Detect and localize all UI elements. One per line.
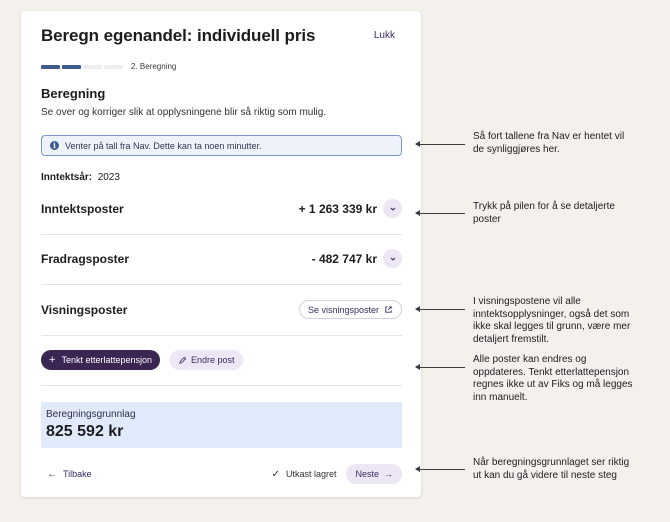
add-pension-button[interactable]: + Tenkt etterlattepensjon	[41, 350, 160, 370]
chevron-down-icon	[390, 207, 395, 211]
deduction-posts-row: Fradragsposter - 482 747 kr	[41, 249, 402, 268]
edit-post-label: Endre post	[191, 355, 235, 365]
info-alert: i Venter på tall fra Nav. Dette kan ta n…	[41, 135, 402, 156]
annotation-next-step: Når beregningsgrunnlaget ser riktig ut k…	[473, 457, 630, 481]
annotation-arrow	[415, 364, 465, 370]
deduction-posts-label: Fradragsposter	[41, 251, 130, 266]
add-pension-label: Tenkt etterlattepensjon	[61, 355, 152, 365]
progress-segment-2	[62, 64, 81, 69]
chevron-down-icon	[390, 257, 395, 261]
income-year-value: 2023	[97, 172, 120, 183]
view-posts-button-label: Se visningsposter	[307, 304, 379, 315]
step-label: 2. Beregning	[131, 62, 177, 71]
info-icon: i	[50, 141, 59, 150]
expand-income-posts-button[interactable]	[383, 199, 402, 218]
arrow-right-icon: →	[384, 469, 393, 479]
calculation-dialog: Beregn egenandel: individuell pris Lukk …	[21, 11, 421, 497]
section-subtitle: Se over og korriger slik at opplysningen…	[41, 107, 327, 118]
calculation-basis-box: Beregningsgrunnlag 825 592 kr	[41, 402, 402, 448]
back-label: Tilbake	[63, 469, 92, 479]
pencil-icon	[179, 356, 187, 364]
basis-label: Beregningsgrunnlag	[46, 409, 136, 420]
deduction-posts-amount: - 482 747 kr	[311, 251, 377, 266]
basis-value: 825 592 kr	[46, 423, 124, 440]
arrow-left-icon: ←	[47, 468, 57, 480]
dialog-footer: ← Tilbake ✓ Utkast lagret Neste →	[41, 463, 402, 485]
progress-segment-4	[104, 64, 123, 69]
divider	[41, 284, 402, 285]
close-button[interactable]: Lukk	[373, 30, 395, 41]
expand-deduction-posts-button[interactable]	[383, 249, 402, 268]
income-posts-amount: + 1 263 339 kr	[298, 201, 377, 216]
annotation-edit-posts: Alle poster kan endres og oppdateres. Te…	[473, 354, 633, 403]
dialog-title: Beregn egenandel: individuell pris	[41, 26, 316, 45]
income-posts-label: Inntektsposter	[41, 201, 124, 216]
divider	[41, 234, 402, 235]
income-year-label: Inntektsår:	[41, 172, 93, 183]
plus-icon: +	[49, 354, 56, 366]
section-title: Beregning	[41, 86, 106, 101]
external-link-icon	[385, 306, 392, 313]
annotation-arrow	[415, 306, 465, 312]
next-button[interactable]: Neste →	[346, 464, 402, 484]
annotation-view-posts: I visningspostene vil alle inntektsopply…	[473, 296, 631, 345]
income-year: Inntektsår: 2023	[41, 172, 120, 183]
annotation-arrow	[415, 466, 465, 472]
draft-saved-status: ✓ Utkast lagret	[272, 469, 337, 480]
alert-text: Venter på tall fra Nav. Dette kan ta noe…	[65, 140, 262, 151]
divider	[41, 385, 402, 386]
draft-saved-label: Utkast lagret	[285, 469, 337, 479]
view-posts-label: Visningsposter	[41, 302, 128, 317]
progress-segment-1	[41, 64, 60, 69]
annotation-arrow	[415, 210, 465, 216]
check-icon: ✓	[271, 468, 280, 480]
back-button[interactable]: ← Tilbake	[41, 469, 92, 480]
edit-post-button[interactable]: Endre post	[170, 350, 243, 370]
next-label: Neste	[355, 469, 379, 479]
annotation-nav-data: Så fort tallene fra Nav er hentet vil de…	[473, 131, 625, 155]
divider	[41, 335, 402, 336]
annotation-expand-arrow: Trykk på pilen for å se detaljerte poste…	[473, 201, 615, 225]
annotation-arrow	[415, 141, 465, 147]
progress-segment-3	[83, 64, 102, 69]
view-posts-row: Visningsposter Se visningsposter	[41, 300, 402, 319]
progress-stepper: 2. Beregning	[41, 62, 176, 71]
income-posts-row: Inntektsposter + 1 263 339 kr	[41, 199, 402, 218]
view-posts-button[interactable]: Se visningsposter	[298, 300, 402, 319]
